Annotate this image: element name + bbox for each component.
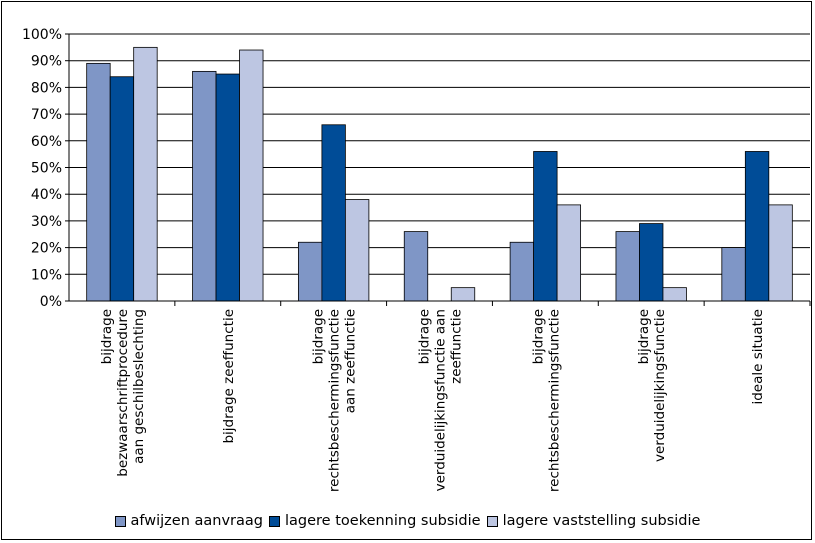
x-label-line: zeeffunctie [449, 309, 465, 384]
x-category-label-5: bijdrage verduidelijkingsfunctie [636, 309, 668, 462]
bar-1-6 [744, 151, 770, 302]
legend-label-0: afwijzen aanvraag [130, 513, 263, 529]
x-category-label-4: bijdrage rechtsbeschermingsfunctie [530, 309, 562, 492]
bar-1-0 [109, 76, 135, 302]
x-label-line: bijdrage [99, 309, 115, 364]
bar-2-2 [344, 199, 370, 302]
y-tick-label: 20% [31, 241, 62, 257]
y-tick-label: 10% [31, 267, 62, 283]
bar-0-4 [509, 241, 535, 302]
bar-2-4 [556, 204, 582, 302]
x-axis-labels: bijdrage bezwaarschriftprocedure aan gesch… [99, 309, 766, 492]
x-label-line: aan geschilbeslechting [131, 309, 147, 464]
x-category-label-1: bijdrage zeeffunctie [221, 309, 237, 444]
grid-lines [69, 33, 810, 302]
x-label-line: ideale situatie [750, 309, 766, 405]
bar-0-6 [721, 247, 746, 302]
y-tick-label: 30% [31, 214, 62, 230]
x-label-line: bijdrage [636, 309, 652, 364]
y-tick-label: 90% [31, 54, 62, 70]
y-tick-label: 100% [22, 27, 62, 43]
y-axis-ticks: 0% 10% 20% 30% 40% 50% 60% 70% 80% 90% 100% [22, 27, 69, 310]
legend-item-afwijzen-aanvraag: afwijzen aanvraag [114, 513, 263, 529]
bar-1-1 [215, 73, 240, 302]
x-label-line: bezwaarschriftprocedure [115, 309, 131, 477]
bar-1-5 [639, 223, 664, 302]
bar-0-3 [403, 231, 429, 302]
x-label-line: verduidelijkingsfunctie [652, 309, 668, 462]
legend-swatch-1 [269, 515, 280, 527]
x-label-line: bijdrage [530, 309, 546, 364]
x-label-line: bijdrage [417, 309, 433, 364]
legend-swatch-0 [114, 515, 126, 527]
bar-0-1 [192, 70, 217, 302]
bar-2-1 [239, 49, 264, 302]
x-label-line: aan zeeffunctie [343, 309, 359, 413]
bar-2-0 [133, 46, 158, 302]
legend-label-2: lagere vaststelling subsidie [502, 513, 701, 529]
x-label-line: bijdrage [311, 309, 327, 364]
x-label-line: bijdrage zeeffunctie [221, 309, 237, 444]
x-category-label-3: bijdrage verduidelijkingsfunctie aan zeeff… [417, 309, 465, 491]
y-tick-label: 0% [40, 294, 62, 310]
bar-2-3 [450, 287, 476, 302]
bar-1-4 [533, 151, 558, 302]
bar-1-2 [321, 124, 346, 302]
x-label-line: rechtsbeschermingsfunctie [546, 309, 562, 492]
y-tick-label: 80% [31, 80, 62, 96]
legend-label-1: lagere toekenning subsidie [285, 513, 481, 529]
bar-0-2 [297, 241, 323, 302]
legend-item-lagere-toekenning-subsidie: lagere toekenning subsidie [269, 513, 481, 529]
x-category-label-2: bijdrage rechtsbeschermingsfunctie aan zee… [311, 309, 359, 492]
x-category-label-0: bijdrage bezwaarschriftprocedure aan gesch… [99, 309, 147, 477]
x-category-label-6: ideale situatie [750, 309, 766, 405]
y-tick-label: 70% [31, 107, 62, 123]
bar-0-0 [86, 62, 111, 302]
y-tick-label: 40% [31, 187, 62, 203]
y-tick-label: 50% [31, 161, 62, 177]
bar-2-6 [768, 204, 793, 302]
axes [68, 34, 811, 306]
y-tick-label: 60% [31, 134, 62, 150]
bar-2-5 [662, 287, 687, 302]
bars [86, 46, 793, 302]
bar-0-5 [615, 231, 640, 302]
legend-swatch-2 [486, 515, 498, 527]
x-label-line: rechtsbeschermingsfunctie [327, 309, 343, 492]
legend-item-lagere-vaststelling-subsidie: lagere vaststelling subsidie [486, 513, 701, 529]
legend: afwijzen aanvraag lagere toekenning subs… [0, 513, 815, 529]
x-label-line: verduidelijkingsfunctie aan [433, 309, 449, 491]
